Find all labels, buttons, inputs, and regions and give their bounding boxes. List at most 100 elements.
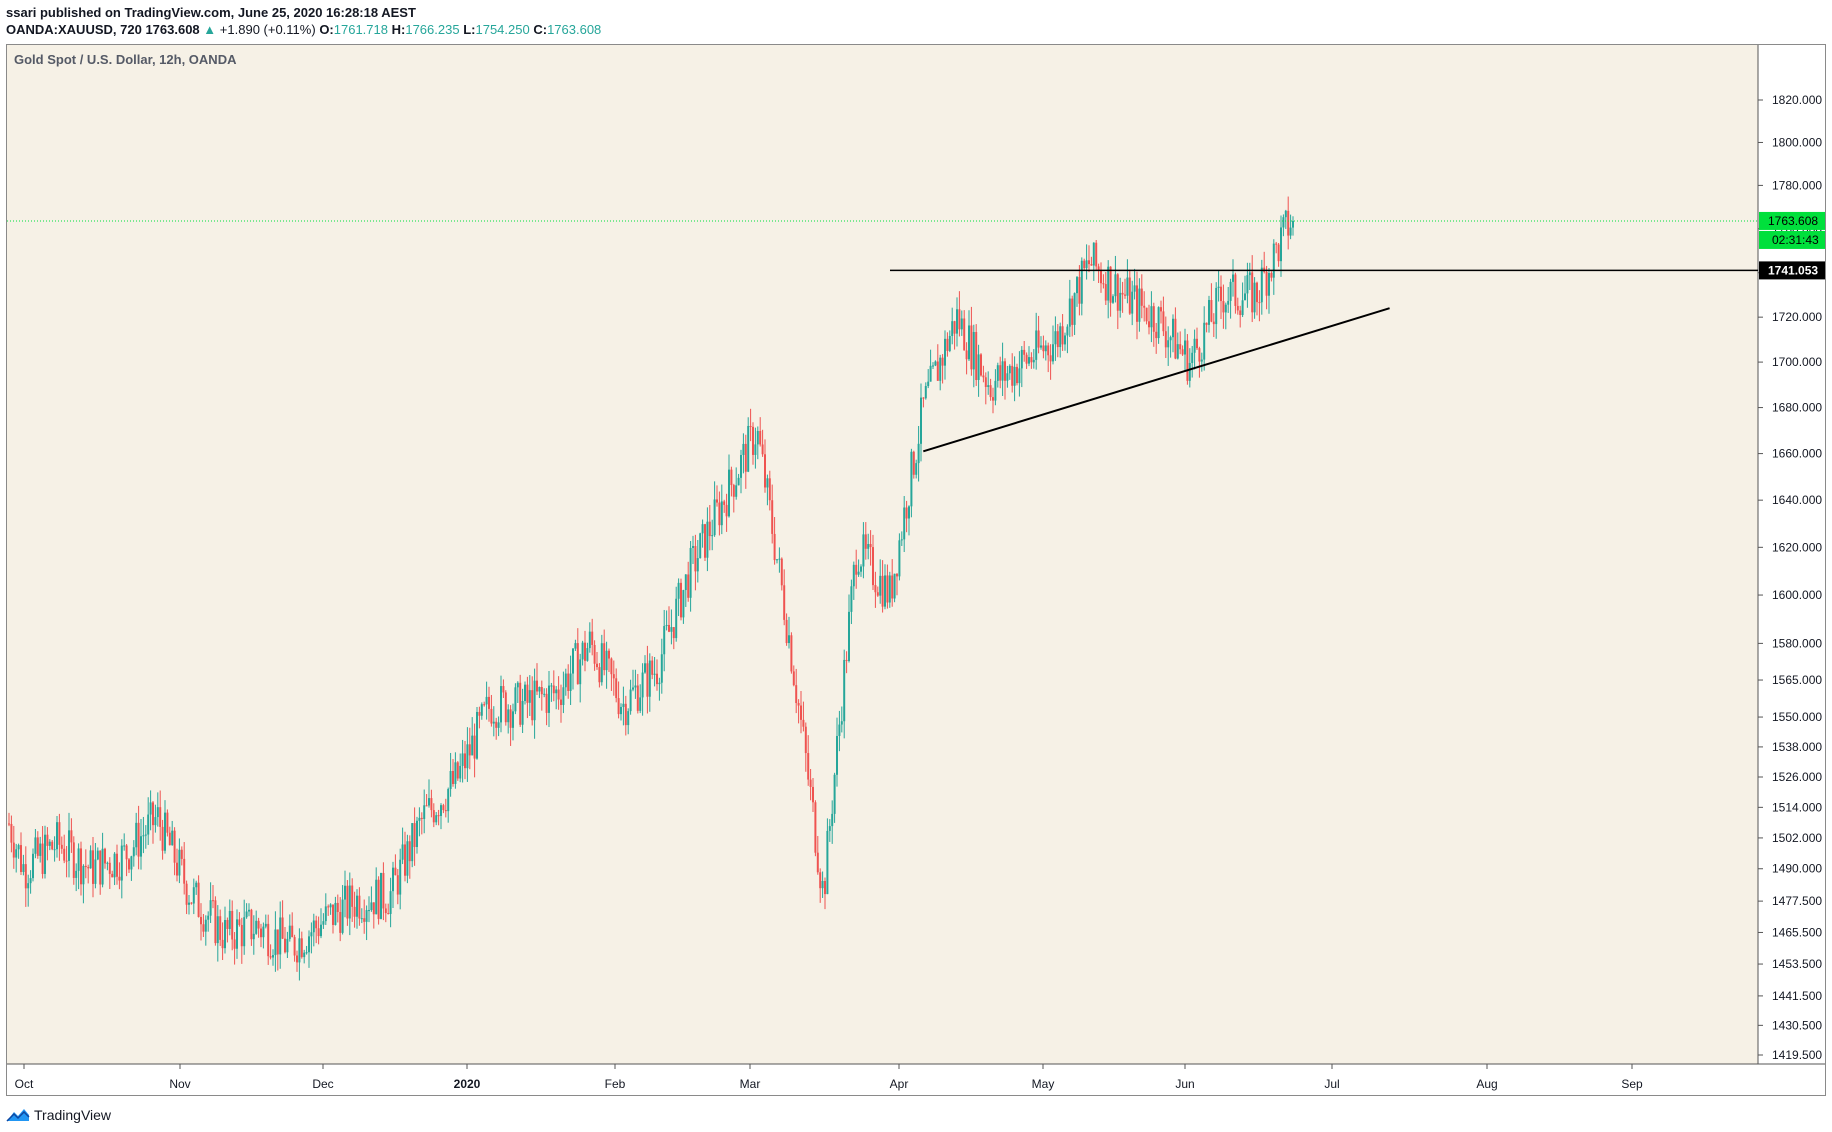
candle-body — [629, 689, 632, 712]
support-trendline[interactable] — [923, 307, 1390, 453]
candle-body — [946, 338, 949, 351]
candle-body — [27, 883, 30, 889]
candle-body — [1232, 274, 1234, 282]
candle-body — [723, 501, 726, 505]
chart-frame[interactable]: 1820.0001800.0001780.0001760.0001740.000… — [6, 44, 1826, 1096]
candle-body — [507, 709, 510, 723]
candle-body — [471, 735, 474, 756]
candle-body — [675, 598, 678, 639]
candle-body — [185, 883, 188, 905]
candle-body — [699, 533, 702, 559]
candle-body — [1006, 373, 1009, 381]
candle-body — [20, 845, 22, 872]
candle-body — [1030, 357, 1033, 363]
candle-body — [1138, 288, 1141, 322]
tradingview-logo-icon — [6, 1109, 30, 1122]
candle-body — [996, 365, 999, 381]
candle-body — [53, 849, 56, 851]
candle-body — [368, 910, 370, 912]
candle-body — [260, 928, 262, 938]
candle-body — [70, 830, 73, 843]
candle-body — [1035, 330, 1038, 360]
candle-body — [483, 704, 486, 706]
close-label: C: — [533, 22, 548, 37]
candle-body — [533, 680, 536, 721]
candle-body — [917, 443, 920, 464]
candle-body — [262, 926, 265, 938]
candle-body — [1246, 275, 1249, 294]
candle-body — [778, 558, 781, 560]
time-axis-area[interactable] — [7, 1064, 1826, 1096]
symbol-label[interactable]: OANDA:XAUUSD, 720 — [6, 22, 142, 37]
candle-body — [689, 547, 692, 598]
candle-body — [44, 834, 46, 874]
candle-body — [435, 815, 438, 823]
candle-body — [48, 841, 51, 846]
plot-area[interactable] — [7, 45, 1758, 1064]
footer: TradingView — [6, 1104, 111, 1126]
candle-body — [1100, 270, 1102, 284]
footer-brand[interactable]: TradingView — [34, 1107, 112, 1123]
candle-body — [900, 539, 903, 541]
candle-body — [704, 524, 706, 558]
chart-canvas[interactable]: 1820.0001800.0001780.0001760.0001740.000… — [7, 45, 1826, 1096]
candle-body — [216, 916, 219, 944]
candle-body — [113, 853, 116, 878]
time-axis-label: Oct — [15, 1077, 34, 1091]
candle-body — [956, 309, 958, 334]
candle-body — [1126, 277, 1129, 296]
candle-body — [188, 902, 190, 905]
candle-body — [132, 847, 135, 857]
candle-body — [392, 867, 394, 892]
candle-body — [320, 924, 322, 937]
candle-body — [749, 425, 752, 427]
candle-body — [1018, 368, 1021, 384]
candle-body — [1064, 335, 1066, 345]
price-axis-label: 1620.000 — [1772, 540, 1822, 554]
candle-body — [413, 823, 416, 848]
candle-body — [646, 663, 649, 697]
candle-body — [348, 885, 351, 919]
candle-body — [464, 753, 466, 769]
candle-body — [888, 575, 891, 603]
candle-body — [1287, 210, 1290, 236]
price-axis-label: 1550.000 — [1772, 710, 1822, 724]
candle-body — [106, 862, 109, 864]
price-axis-label: 1660.000 — [1772, 447, 1822, 461]
candle-body — [459, 765, 462, 779]
open-label: O: — [319, 22, 334, 37]
candle-body — [34, 837, 37, 854]
candle-body — [730, 469, 733, 486]
candle-body — [1143, 305, 1146, 308]
candle-body — [521, 700, 524, 725]
candle-body — [999, 365, 1002, 381]
candle-body — [401, 844, 404, 860]
candle-body — [456, 762, 459, 779]
candle-body — [754, 444, 757, 455]
candle-body — [329, 904, 332, 908]
ohlc-line: OANDA:XAUUSD, 720 1763.608 ▲ +1.890 (+0.… — [6, 21, 601, 38]
candle-body — [732, 485, 735, 497]
candle-body — [800, 705, 802, 720]
candle-body — [226, 920, 229, 929]
candles — [8, 196, 1294, 981]
candle-body — [1203, 322, 1206, 360]
candle-body — [1112, 296, 1114, 303]
candle-body — [1068, 298, 1071, 327]
candle-body — [488, 696, 490, 709]
candle-body — [1059, 326, 1062, 348]
candle-body — [648, 660, 651, 697]
candle-body — [845, 659, 848, 661]
candle-body — [94, 859, 97, 884]
candle-body — [924, 386, 927, 399]
price-axis-label: 1477.500 — [1772, 894, 1822, 908]
price-axis-area[interactable] — [1758, 45, 1826, 1064]
candle-body — [1128, 277, 1131, 314]
candle-body — [802, 719, 805, 727]
last-price: 1763.608 — [145, 22, 200, 37]
candle-body — [694, 546, 697, 572]
candle-body — [454, 762, 457, 785]
time-axis-label: Apr — [890, 1077, 909, 1091]
candle-body — [1008, 365, 1011, 374]
price-axis-label: 1700.000 — [1772, 355, 1822, 369]
